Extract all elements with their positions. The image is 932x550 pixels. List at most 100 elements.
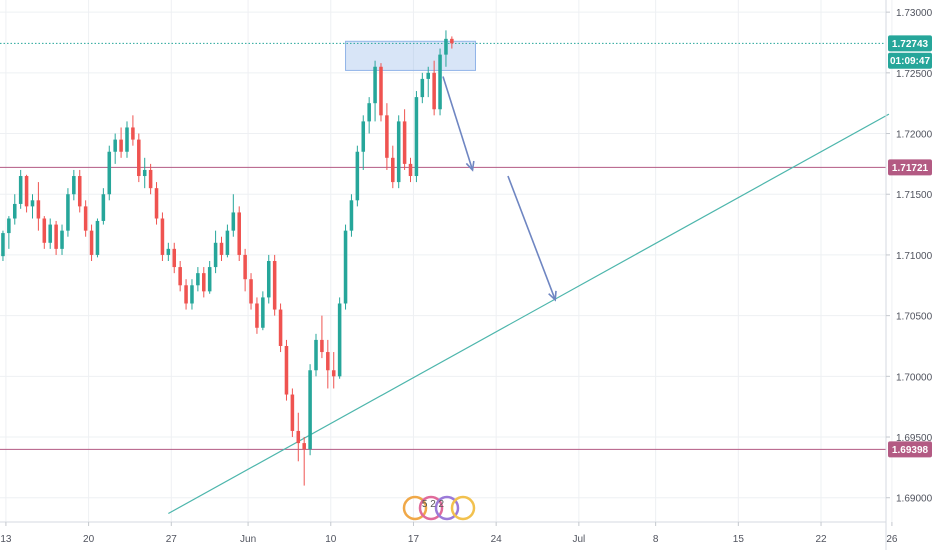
candle-body [196,273,200,286]
candle-body [166,248,171,255]
candle-body [160,218,165,255]
candle-body [302,443,306,450]
candle-body [137,139,141,177]
price-tick-label: 1.70500 [896,312,932,323]
price-axis[interactable]: 1.73000 1.72500 1.72000 1.71500 1.71000 1.705… [886,8,932,505]
price-tick-label: 1.71000 [896,251,932,262]
candle-body [24,176,29,207]
horizontal-levels [0,42,886,450]
candle-body [414,97,419,177]
price-tick-label: 1.73000 [896,8,932,19]
candle-body [432,72,436,110]
candle-body [131,127,135,140]
candle-body [355,151,360,201]
time-tick-label: 26 [886,534,898,545]
candle-body [314,339,318,371]
candle-body [119,139,123,152]
price-labels: 1.72743 01:09:47 1.71721 1.69398 [888,35,932,458]
candle-body [331,370,336,377]
time-tick-label: 27 [166,534,178,545]
time-tick-label: 15 [733,534,745,545]
time-tick-label: 10 [325,534,337,545]
time-tick-label: Jul [572,534,585,545]
candle-body [450,38,454,44]
candle-body [107,151,112,195]
price-label-countdown: 01:09:47 [890,56,930,67]
candle-body [18,176,23,204]
candle-body [101,194,106,221]
candle-body [396,121,401,183]
candle-body [438,54,442,110]
resistance-zone [345,40,476,71]
candle-body [361,121,366,152]
candle-body [243,254,247,280]
time-tick-label: 17 [408,534,420,545]
time-tick-label: 13 [0,534,12,545]
candle-body [408,163,413,177]
price-label-resistance-upper: 1.71721 [892,163,929,174]
grid [0,0,893,522]
time-tick-label: 8 [653,534,659,545]
projection-arrows [442,76,557,302]
candle-body [231,212,236,231]
candle-body [373,66,377,104]
price-label-current-price: 1.72743 [892,39,929,50]
candle-body [426,72,431,79]
price-tick-label: 1.72000 [896,130,932,141]
candle-body [89,230,94,255]
candle-body [60,230,64,249]
candle-body [48,224,52,243]
price-label-bg-support-lower [888,441,932,458]
candle-body [12,203,17,219]
candle-body [349,200,354,231]
candle-body [30,200,35,207]
arrow-head [548,290,557,302]
candle-body [95,220,100,255]
candle-body [184,285,188,304]
price-label-bg-current-price [888,35,932,52]
time-tick-label: Jun [240,534,256,545]
candle-body [125,127,129,152]
candle-body [296,430,301,444]
candle-body [207,267,212,292]
candle-body [284,345,289,395]
candle-body [385,115,389,158]
candle-body [219,242,224,255]
price-tick-label: 1.72500 [896,69,932,80]
candle-body [343,230,348,304]
candle-body [83,206,88,231]
price-tick-label: 1.70000 [896,372,932,383]
candle-body [261,297,265,328]
candle-body [36,200,41,219]
candle-body [66,194,70,231]
candle-body [266,261,271,298]
trendline[interactable] [168,113,890,515]
trendline-segment [168,113,890,515]
candle-body [379,66,383,116]
candle-body [202,273,206,292]
candle-body [1,233,5,257]
arrow-shaft [442,76,474,171]
price-label-bg-resistance-upper [888,159,932,176]
candle-body [113,139,117,152]
candle-body [249,279,253,304]
candle-body [326,352,330,371]
candles [1,30,454,486]
candle-body [308,370,312,450]
watermark-logo: 5 2 2 [402,495,476,521]
candle-body [367,103,371,122]
time-tick-label: 24 [491,534,503,545]
price-label-support-lower: 1.69398 [892,445,929,456]
candle-body [237,212,241,255]
candle-body [72,176,76,195]
time-axis[interactable]: 13 20 27 Jun 10 17 24 Jul 8 15 22 26 [0,522,898,545]
candle-body [420,78,425,98]
candle-body [391,157,395,183]
candle-body [77,176,82,207]
candle-body [148,169,153,189]
arrow-head [465,160,475,172]
candle-body [272,261,277,310]
candle-body [225,230,230,255]
